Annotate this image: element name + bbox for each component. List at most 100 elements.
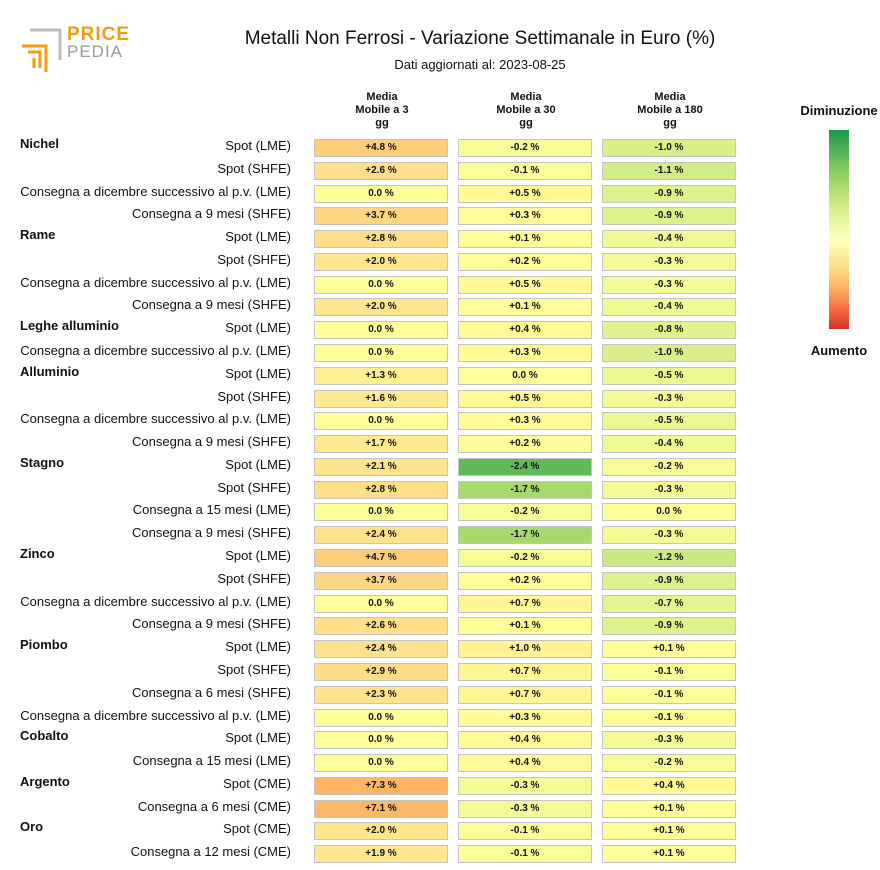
row-label: Consegna a dicembre successivo al p.v. (…	[20, 274, 291, 290]
row-label: Consegna a dicembre successivo al p.v. (…	[20, 411, 291, 427]
heatmap-cell: +0.5 %	[458, 275, 592, 294]
row-label: Consegna a 15 mesi (LME)	[132, 753, 291, 769]
heatmap-cell: 0.0 %	[602, 503, 736, 522]
heatmap-cell: -0.3 %	[602, 526, 736, 545]
heatmap-cell: +0.3 %	[458, 207, 592, 226]
heatmap-cell: -0.1 %	[458, 845, 592, 864]
row-label: Consegna a 9 mesi (SHFE)	[132, 525, 291, 541]
pricepedia-logo: PRICE PEDIA	[20, 24, 130, 74]
heatmap-cell: +0.1 %	[458, 298, 592, 317]
heatmap-cell: +2.6 %	[314, 617, 448, 636]
column-header-line: Media	[654, 91, 686, 103]
row-label: Spot (SHFE)	[217, 570, 291, 586]
heatmap-cell: -0.2 %	[602, 457, 736, 476]
heatmap-cell: -0.4 %	[602, 435, 736, 454]
heatmap-cell: -0.5 %	[602, 366, 736, 385]
group-label: Stagno	[20, 454, 65, 470]
heatmap-cell: -0.1 %	[602, 708, 736, 727]
column-header-30gg: Media Mobile a 30 gg	[458, 91, 594, 130]
group-label: Oro	[20, 819, 44, 835]
heatmap-cell: +0.4 %	[602, 776, 736, 795]
heatmap-cell: +1.7 %	[314, 435, 448, 454]
legend-bottom-label: Aumento	[810, 343, 868, 358]
heatmap-cell: +0.1 %	[602, 822, 736, 841]
heatmap-cell: -0.1 %	[458, 161, 592, 180]
logo-mark-icon	[22, 28, 62, 72]
group-label: Alluminio	[20, 363, 80, 379]
heatmap-cell: +4.8 %	[314, 139, 448, 157]
row-label: Spot (LME)	[225, 229, 291, 245]
heatmap-cell: +4.7 %	[314, 549, 448, 568]
heatmap-cell: -0.3 %	[602, 252, 736, 271]
heatmap-cell: +0.4 %	[458, 321, 592, 340]
heatmap-cell: -1.7 %	[458, 526, 592, 545]
heatmap-cell: 0.0 %	[314, 708, 448, 727]
row-label: Consegna a dicembre successivo al p.v. (…	[20, 343, 291, 359]
heatmap-cell: -0.5 %	[602, 412, 736, 431]
heatmap-cell: -0.2 %	[602, 754, 736, 773]
column-header-line: gg	[663, 117, 677, 129]
row-label: Spot (CME)	[223, 821, 291, 837]
heatmap-cell: +1.0 %	[458, 640, 592, 659]
heatmap-cell: 0.0 %	[314, 731, 448, 750]
group-label: Zinco	[20, 546, 55, 562]
heatmap-cell: +0.1 %	[458, 230, 592, 249]
row-label: Spot (SHFE)	[217, 388, 291, 404]
heatmap-cell: +2.0 %	[314, 298, 448, 317]
row-label: Spot (LME)	[225, 320, 291, 336]
heatmap-cell: +2.9 %	[314, 662, 448, 681]
heatmap-cell: +3.7 %	[314, 207, 448, 226]
heatmap-cell: +0.3 %	[458, 708, 592, 727]
heatmap-cell: -0.3 %	[602, 480, 736, 499]
row-label: Consegna a dicembre successivo al p.v. (…	[20, 183, 291, 199]
heatmap-cell: -0.2 %	[458, 503, 592, 522]
row-label: Spot (CME)	[223, 775, 291, 791]
group-label: Cobalto	[20, 728, 69, 744]
heatmap-cell: 0.0 %	[314, 503, 448, 522]
heatmap-cell: 0.0 %	[314, 754, 448, 773]
row-label: Spot (LME)	[225, 365, 291, 381]
group-label: Argento	[20, 773, 70, 789]
heatmap-cell: -1.2 %	[602, 549, 736, 568]
heatmap-cell: +0.5 %	[458, 184, 592, 203]
heatmap-cell: +2.3 %	[314, 685, 448, 704]
row-label: Consegna a 12 mesi (CME)	[130, 844, 291, 860]
row-label: Spot (SHFE)	[217, 479, 291, 495]
row-label: Spot (LME)	[225, 138, 291, 153]
column-header-3gg: Media Mobile a 3 gg	[314, 91, 450, 130]
heatmap-cell: -0.9 %	[602, 571, 736, 590]
chart-title: Metalli Non Ferrosi - Variazione Settima…	[244, 28, 716, 49]
heatmap-cell: +2.0 %	[314, 822, 448, 841]
heatmap-cell: +0.7 %	[458, 594, 592, 613]
row-label: Consegna a dicembre successivo al p.v. (…	[20, 707, 291, 723]
heatmap-cell: +7.1 %	[314, 799, 448, 818]
heatmap-cell: -0.4 %	[602, 230, 736, 249]
heatmap-cell: +0.2 %	[458, 435, 592, 454]
row-label: Spot (LME)	[225, 548, 291, 564]
heatmap-cell: +0.2 %	[458, 571, 592, 590]
heatmap-cell: +0.5 %	[458, 389, 592, 408]
row-label: Consegna a 9 mesi (SHFE)	[132, 297, 291, 313]
column-header-line: Media	[510, 91, 542, 103]
heatmap-cell: 0.0 %	[458, 366, 592, 385]
heatmap-cell: +0.1 %	[602, 640, 736, 659]
heatmap-cell: -2.4 %	[458, 457, 592, 476]
heatmap-cell: +1.6 %	[314, 389, 448, 408]
row-label: Spot (LME)	[225, 639, 291, 655]
heatmap-cell: +0.1 %	[458, 617, 592, 636]
heatmap-cell: +2.6 %	[314, 161, 448, 180]
legend-top-label: Diminuzione	[800, 103, 878, 118]
logo-word-price: PRICE	[67, 24, 131, 45]
group-label: Rame	[20, 227, 56, 243]
heatmap-cell: +0.2 %	[458, 252, 592, 271]
heatmap-cell: -0.9 %	[602, 207, 736, 226]
heatmap-cell: -0.9 %	[602, 184, 736, 203]
heatmap-cell: +2.4 %	[314, 640, 448, 659]
heatmap-cell: +3.7 %	[314, 571, 448, 590]
heatmap-cell: +7.3 %	[314, 776, 448, 795]
row-label: Consegna a 9 mesi (SHFE)	[132, 206, 291, 222]
row-label: Spot (LME)	[225, 730, 291, 746]
group-label: Nichel	[20, 136, 60, 151]
heatmap-cell: -0.3 %	[602, 275, 736, 294]
heatmap-cell: +2.4 %	[314, 526, 448, 545]
